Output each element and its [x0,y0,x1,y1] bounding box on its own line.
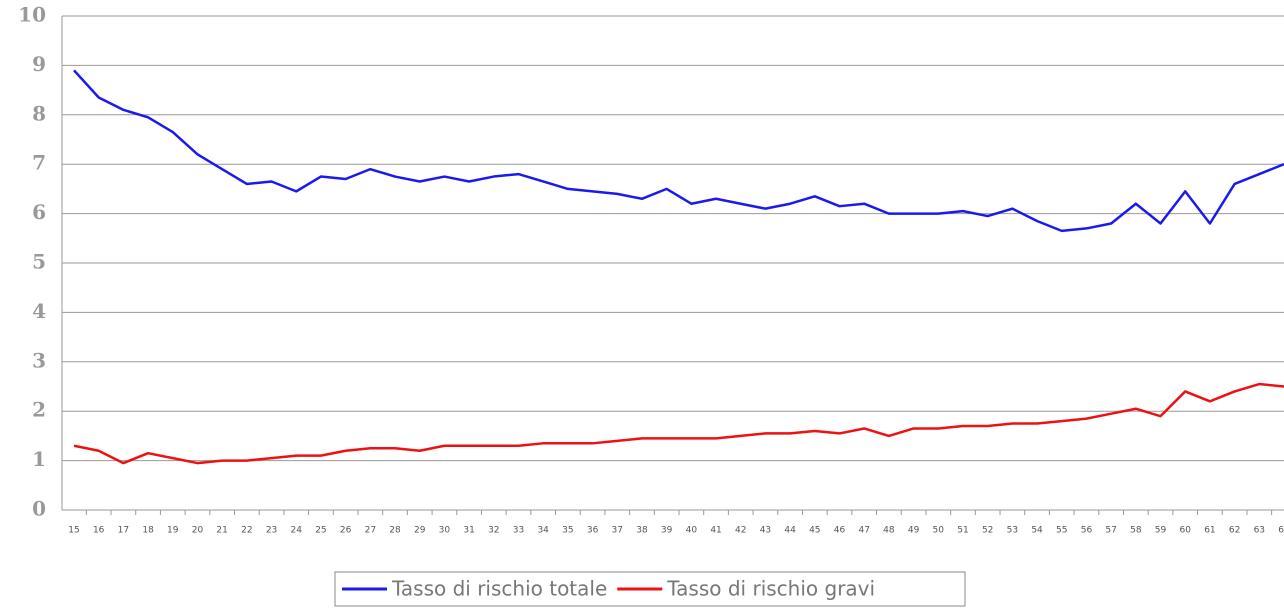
y-tick-label: 7 [32,151,46,175]
y-tick-label: 3 [32,348,46,372]
x-tick-label: 42 [735,526,746,536]
x-tick-label: 34 [537,526,549,536]
y-tick-label: 1 [32,447,46,471]
x-tick-label: 30 [439,526,451,536]
y-tick-label: 8 [32,101,46,125]
x-tick-label: 36 [587,526,599,536]
x-tick-label: 25 [315,526,326,536]
x-tick-label: 50 [933,526,945,536]
x-tick-label: 38 [636,526,648,536]
x-tick-label: 54 [1031,526,1043,536]
y-tick-label: 0 [32,497,46,521]
x-tick-label: 22 [241,526,252,536]
x-tick-label: 59 [1155,526,1167,536]
x-tick-label: 51 [957,526,968,536]
x-tick-label: 15 [68,526,79,536]
x-tick-label: 62 [1229,526,1240,536]
x-tick-label: 40 [686,526,698,536]
y-tick-label: 5 [32,250,46,274]
x-tick-label: 57 [1105,526,1116,536]
x-tick-label: 37 [612,526,623,536]
x-tick-label: 19 [167,526,179,536]
x-tick-label: 24 [291,526,303,536]
x-tick-label: 56 [1081,526,1093,536]
y-tick-label: 10 [18,3,46,27]
series-line [73,382,1284,465]
x-tick-label: 47 [858,526,869,536]
x-tick-label: 60 [1179,526,1191,536]
x-tick-label: 44 [784,526,796,536]
x-tick-label: 64 [1278,526,1284,536]
x-tick-label: 63 [1254,526,1265,536]
x-tick-label: 33 [513,526,524,536]
x-tick-label: 45 [809,526,820,536]
x-tick-label: 29 [414,526,426,536]
x-tick-label: 28 [389,526,401,536]
x-tick-label: 18 [142,526,154,536]
x-tick-label: 26 [340,526,352,536]
x-tick-label: 61 [1204,526,1215,536]
x-tick-label: 21 [216,526,227,536]
x-tick-label: 35 [562,526,573,536]
x-tick-label: 43 [760,526,771,536]
x-tick-label: 32 [488,526,499,536]
x-tick-label: 49 [908,526,920,536]
x-tick-label: 46 [834,526,846,536]
x-tick-label: 41 [710,526,721,536]
x-tick-label: 16 [93,526,105,536]
x-tick-label: 53 [1007,526,1018,536]
x-tick-label: 58 [1130,526,1142,536]
series-line [73,69,1284,233]
x-tick-label: 27 [365,526,376,536]
x-tick-label: 39 [661,526,673,536]
x-tick-label: 31 [463,526,474,536]
y-tick-label: 2 [32,398,46,422]
x-tick-label: 55 [1056,526,1067,536]
y-tick-label: 4 [32,299,46,323]
y-tick-label: 6 [32,200,46,224]
x-tick-label: 23 [266,526,277,536]
x-tick-label: 52 [982,526,993,536]
y-tick-label: 9 [32,52,46,76]
legend-label: Tasso di rischio totale [391,577,607,601]
x-tick-label: 48 [883,526,895,536]
legend-label: Tasso di rischio gravi [666,577,875,601]
x-tick-label: 17 [118,526,129,536]
x-tick-label: 20 [192,526,204,536]
